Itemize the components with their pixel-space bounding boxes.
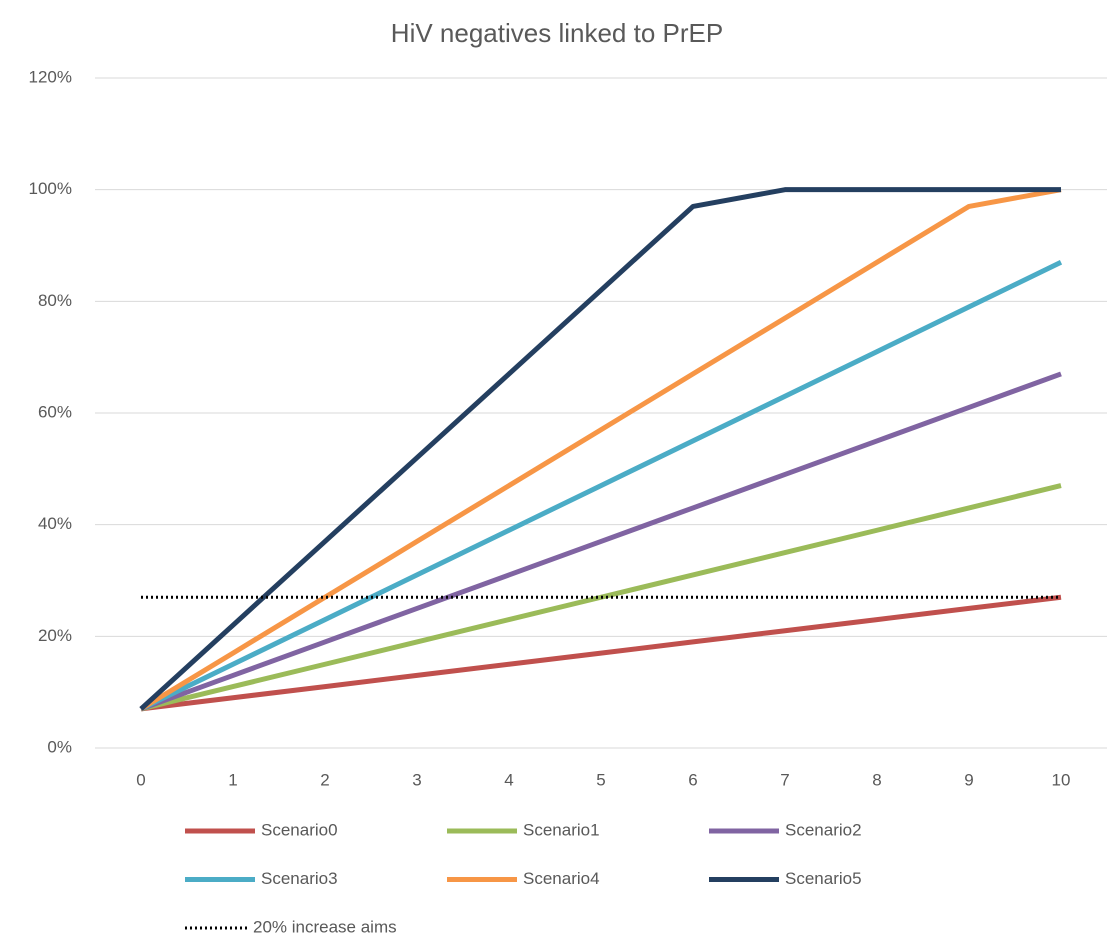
series-line (140, 594, 1062, 712)
x-tick-label: 0 (136, 770, 145, 789)
x-tick-label: 1 (228, 770, 237, 789)
legend-label: Scenario2 (785, 820, 862, 839)
series-line (139, 187, 1061, 711)
legend-label: Scenario0 (261, 820, 338, 839)
x-tick-label: 8 (872, 770, 881, 789)
x-tick-label: 9 (964, 770, 973, 789)
x-tick-label: 4 (504, 770, 513, 789)
y-tick-label: 100% (29, 179, 72, 198)
legend-label: Scenario4 (523, 869, 600, 888)
legend-label: Scenario5 (785, 869, 862, 888)
series-line (139, 187, 1062, 712)
legend-label: Scenario3 (261, 869, 338, 888)
legend-label: 20% increase aims (253, 917, 397, 933)
y-tick-label: 40% (38, 514, 72, 533)
y-tick-label: 20% (38, 626, 72, 645)
x-tick-label: 5 (596, 770, 605, 789)
y-tick-label: 60% (38, 402, 72, 421)
x-tick-label: 6 (688, 770, 697, 789)
series-line (140, 371, 1062, 712)
y-tick-label: 0% (47, 737, 72, 756)
series-line (139, 260, 1063, 712)
x-tick-label: 2 (320, 770, 329, 789)
x-tick-label: 3 (412, 770, 421, 789)
legend-label: Scenario1 (523, 820, 600, 839)
x-tick-label: 10 (1052, 770, 1071, 789)
y-tick-label: 80% (38, 291, 72, 310)
y-tick-label: 120% (29, 67, 72, 86)
chart-title: HiV negatives linked to PrEP (391, 18, 723, 48)
x-tick-label: 7 (780, 770, 789, 789)
